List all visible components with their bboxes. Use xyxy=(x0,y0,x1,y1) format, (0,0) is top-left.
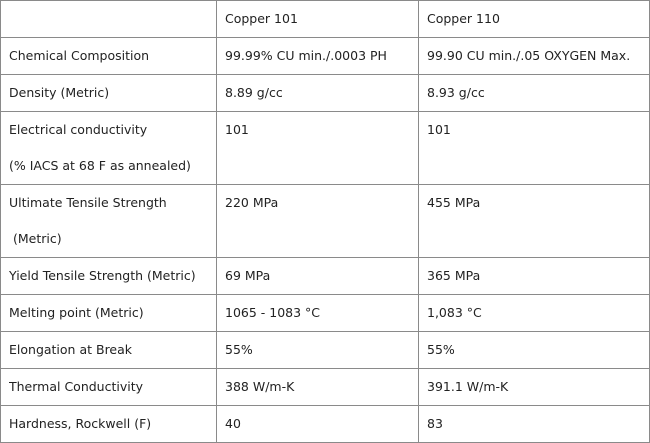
value-cell: 388 W/m-K xyxy=(216,368,419,406)
property-cell: Thermal Conductivity xyxy=(0,368,217,406)
header-text: Copper 110 xyxy=(427,11,500,26)
cell-text: Elongation at Break xyxy=(9,342,133,357)
value-cell: 55% xyxy=(216,331,419,369)
cell-text: 101 xyxy=(225,122,249,137)
property-cell: Chemical Composition xyxy=(0,37,217,75)
cell-text: 40 xyxy=(225,416,241,431)
cell-text: 8.89 g/cc xyxy=(225,85,283,100)
cell-text: Thermal Conductivity xyxy=(9,379,144,394)
value-cell: 8.93 g/cc xyxy=(418,74,650,112)
cell-text: Yield Tensile Strength (Metric) xyxy=(9,268,196,283)
property-cell: Melting point (Metric) xyxy=(0,294,217,332)
property-cell: Hardness, Rockwell (F) xyxy=(0,405,217,443)
cell-text: 8.93 g/cc xyxy=(427,85,485,100)
cell-text: 101 xyxy=(427,122,451,137)
table-row: Chemical Composition 99.99% CU min./.0003… xyxy=(0,37,650,75)
table-row: Yield Tensile Strength (Metric) 69 MPa 365… xyxy=(0,257,650,295)
cell-text: Hardness, Rockwell (F) xyxy=(9,416,152,431)
table-row: Melting point (Metric) 1065 - 1083 °C 1,08… xyxy=(0,294,650,332)
cell-text: 220 MPa xyxy=(225,195,279,210)
value-cell: 83 xyxy=(418,405,650,443)
value-cell: 391.1 W/m-K xyxy=(418,368,650,406)
value-cell: 101 xyxy=(216,111,419,185)
table-row: Ultimate Tensile Strength (Metric) 220 MPa… xyxy=(0,184,650,258)
table-row: Hardness, Rockwell (F) 40 83 xyxy=(0,405,650,443)
value-cell: 365 MPa xyxy=(418,257,650,295)
property-cell: Yield Tensile Strength (Metric) xyxy=(0,257,217,295)
value-cell: 69 MPa xyxy=(216,257,419,295)
table-row: Thermal Conductivity 388 W/m-K 391.1 W/m-K xyxy=(0,368,650,406)
cell-text: Ultimate Tensile Strength xyxy=(9,195,167,210)
table-row: Density (Metric) 8.89 g/cc 8.93 g/cc xyxy=(0,74,650,112)
cell-text: 455 MPa xyxy=(427,195,481,210)
cell-text: 55% xyxy=(225,342,253,357)
cell-text: (% IACS at 68 F as annealed) xyxy=(9,158,191,173)
cell-text: 55% xyxy=(427,342,455,357)
value-cell: 40 xyxy=(216,405,419,443)
cell-text: (Metric) xyxy=(13,231,62,246)
cell-text: Density (Metric) xyxy=(9,85,110,100)
property-cell: Ultimate Tensile Strength (Metric) xyxy=(0,184,217,258)
table-row: Electrical conductivity (% IACS at 68 F a… xyxy=(0,111,650,185)
cell-text: Electrical conductivity xyxy=(9,122,148,137)
cell-text: Melting point (Metric) xyxy=(9,305,144,320)
cell-text: 99.99% CU min./.0003 PH xyxy=(225,48,387,63)
cell-text: 69 MPa xyxy=(225,268,271,283)
cell-text: 1065 - 1083 °C xyxy=(225,305,321,320)
table-row: Elongation at Break 55% 55% xyxy=(0,331,650,369)
cell-text: 99.90 CU min./.05 OXYGEN Max. xyxy=(427,48,631,63)
cell-text: 1,083 °C xyxy=(427,305,482,320)
cell-text: Chemical Composition xyxy=(9,48,150,63)
value-cell: 99.90 CU min./.05 OXYGEN Max. xyxy=(418,37,650,75)
cell-text: 83 xyxy=(427,416,443,431)
header-cell: Copper 101 xyxy=(216,0,419,38)
cell-text: 391.1 W/m-K xyxy=(427,379,509,394)
property-cell: Electrical conductivity (% IACS at 68 F a… xyxy=(0,111,217,185)
property-cell: Density (Metric) xyxy=(0,74,217,112)
value-cell: 55% xyxy=(418,331,650,369)
value-cell: 101 xyxy=(418,111,650,185)
value-cell: 220 MPa xyxy=(216,184,419,258)
value-cell: 1,083 °C xyxy=(418,294,650,332)
value-cell: 455 MPa xyxy=(418,184,650,258)
header-cell: Copper 110 xyxy=(418,0,650,38)
property-cell: Elongation at Break xyxy=(0,331,217,369)
cell-text: 388 W/m-K xyxy=(225,379,295,394)
value-cell: 1065 - 1083 °C xyxy=(216,294,419,332)
blank xyxy=(9,1,216,37)
cell-text: 365 MPa xyxy=(427,268,481,283)
value-cell: 8.89 g/cc xyxy=(216,74,419,112)
header-text: Copper 101 xyxy=(225,11,298,26)
header-row: Copper 101 Copper 110 xyxy=(0,0,650,38)
header-cell xyxy=(0,0,217,38)
value-cell: 99.99% CU min./.0003 PH xyxy=(216,37,419,75)
